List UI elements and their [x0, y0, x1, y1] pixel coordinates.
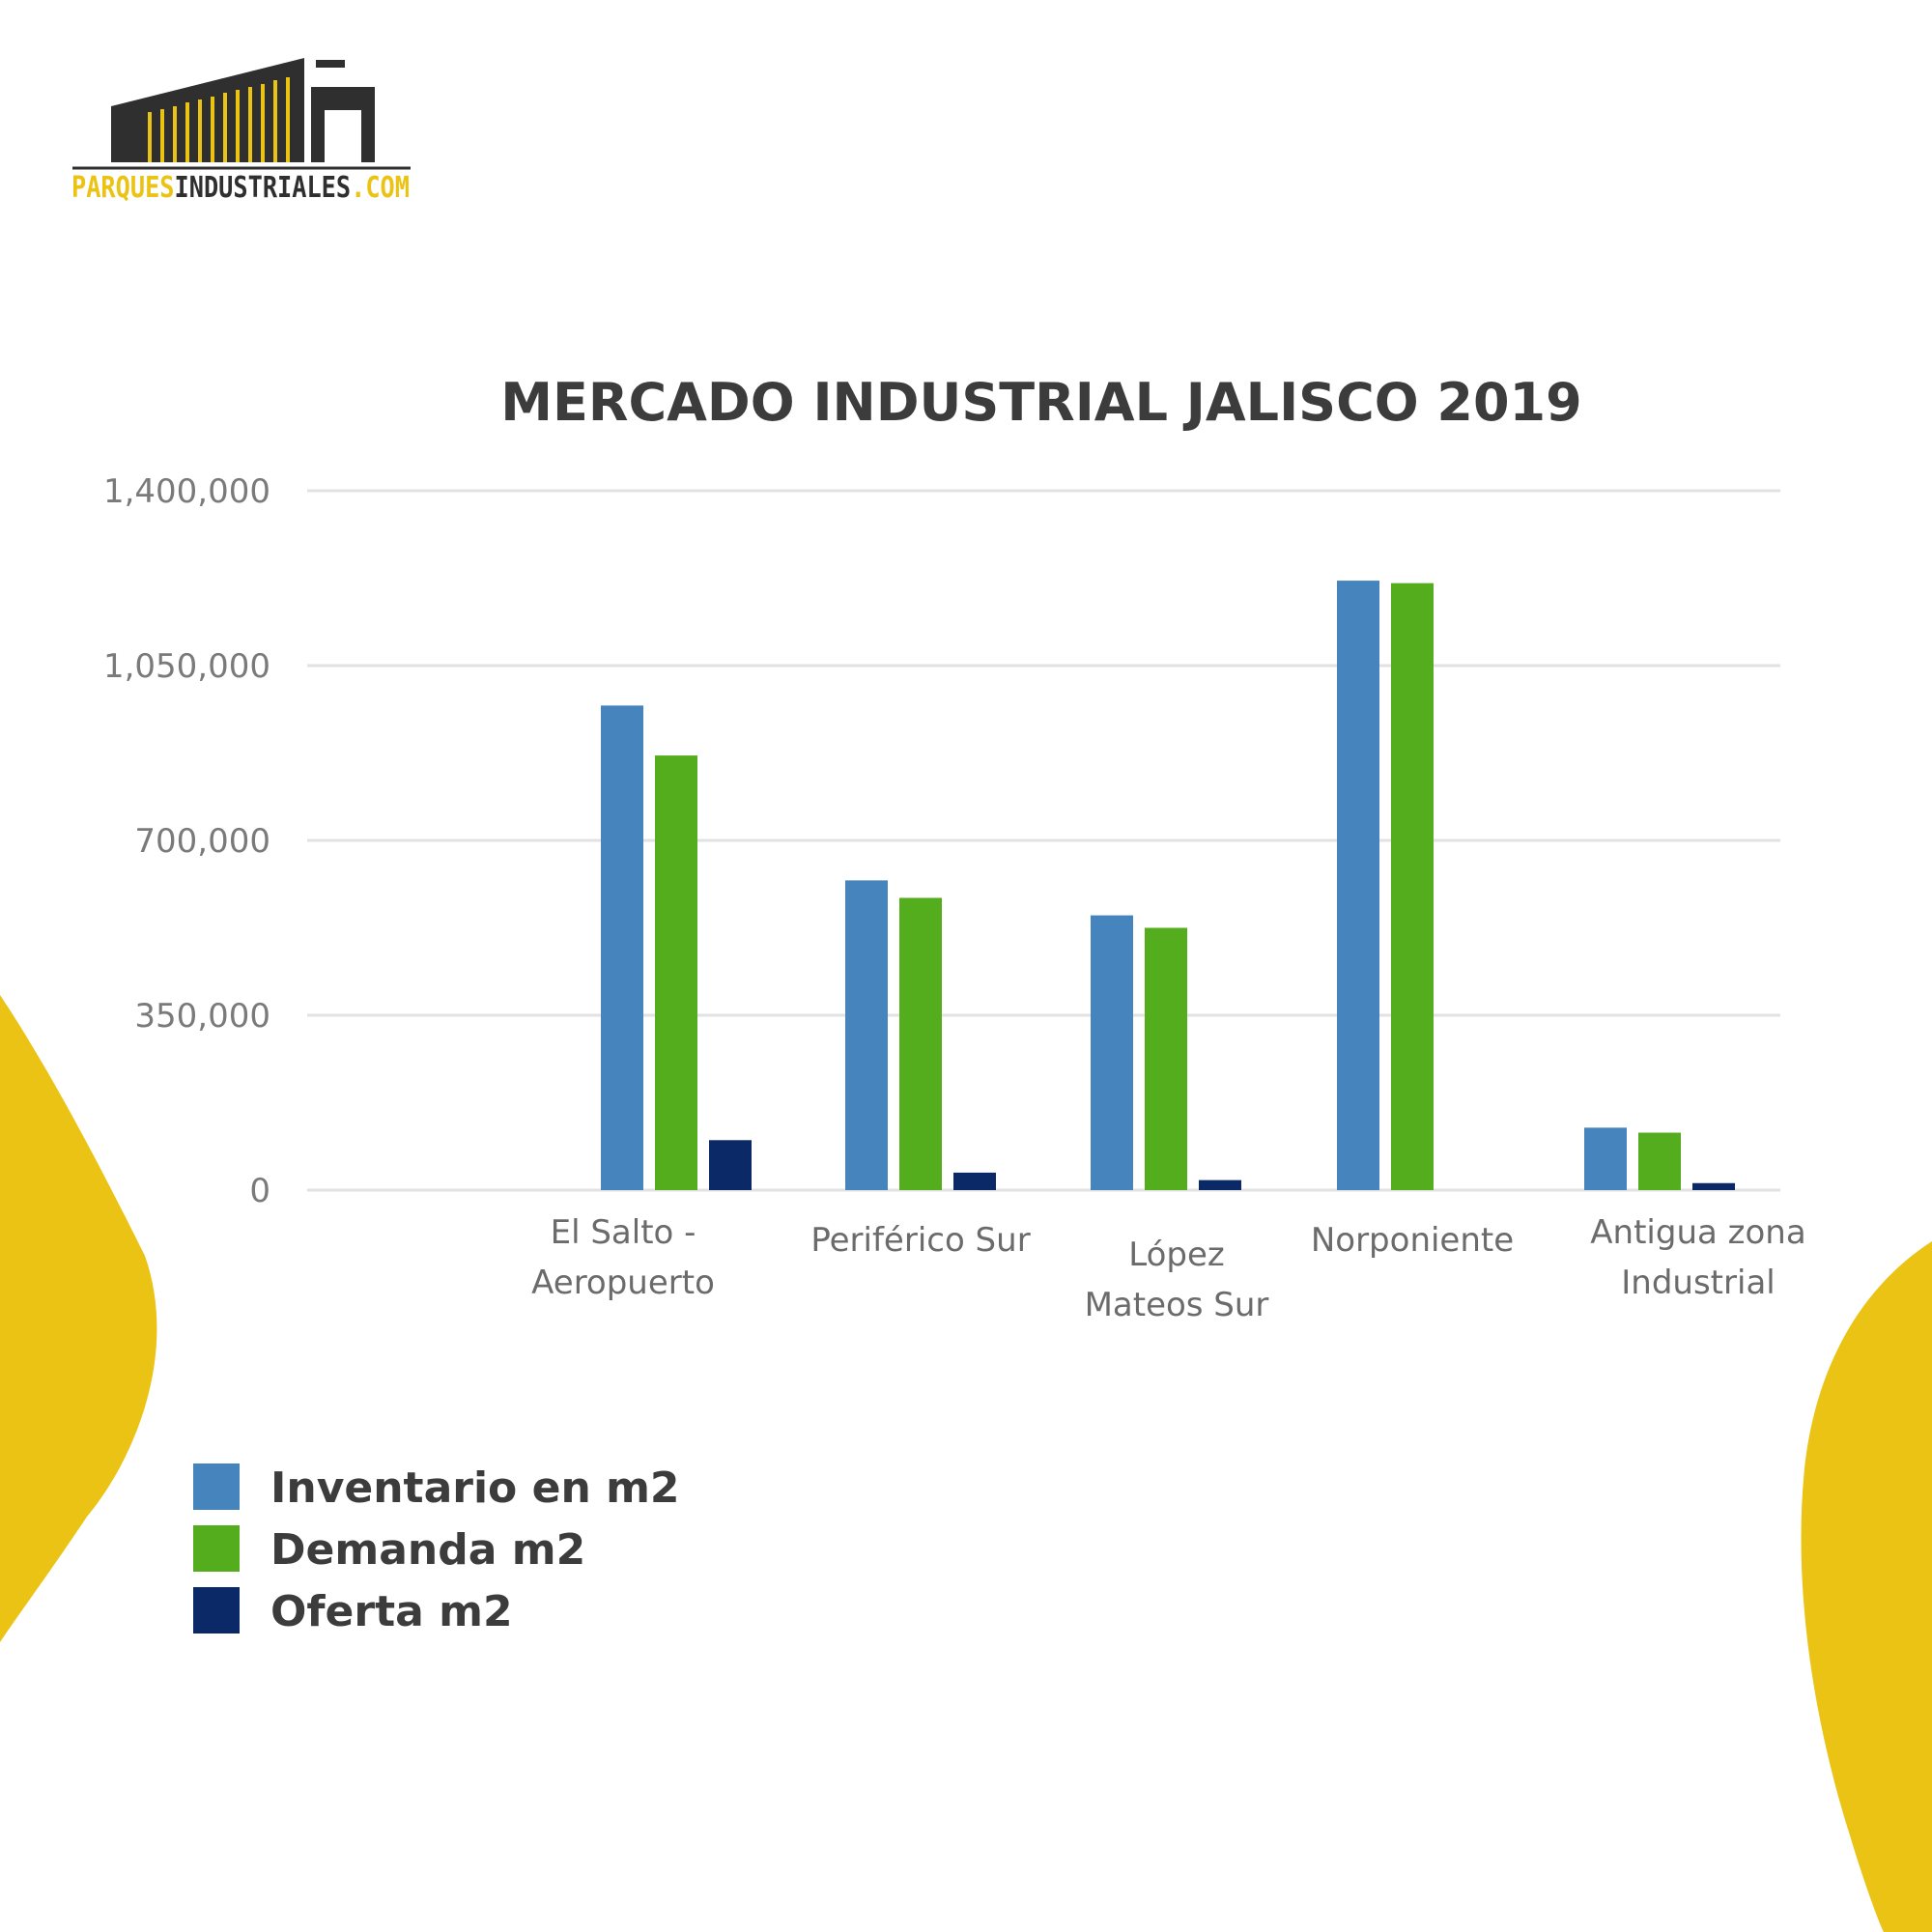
legend: Inventario en m2 Demanda m2 Oferta m2: [193, 1463, 680, 1636]
bar: [1391, 582, 1434, 1190]
x-category-label: Periférico Sur: [810, 1221, 1030, 1260]
bar: [845, 880, 888, 1190]
grid-lines: [307, 489, 1780, 1192]
logo-building-stripes: [148, 77, 290, 162]
y-tick-label: 1,050,000: [103, 647, 270, 686]
x-category-label: Industrial: [1621, 1264, 1775, 1302]
y-tick-label: 350,000: [134, 997, 270, 1036]
right-yellow-blob: [1801, 1241, 1932, 1932]
parquesindustriales-logo: PARQUESINDUSTRIALES.COM: [71, 58, 411, 203]
chart-title: MERCADO INDUSTRIAL JALISCO 2019: [500, 372, 1581, 433]
legend-swatch: [193, 1463, 240, 1510]
y-tick-label: 0: [249, 1172, 270, 1210]
bar: [1091, 915, 1133, 1190]
legend-label: Inventario en m2: [270, 1463, 680, 1513]
bar: [899, 897, 942, 1190]
bar: [1692, 1182, 1735, 1190]
bar: [601, 705, 643, 1190]
logo-door-icon: [311, 87, 375, 162]
x-category-label: Norponiente: [1311, 1221, 1514, 1260]
logo-building-icon: [111, 58, 304, 162]
bar: [1145, 927, 1187, 1190]
y-tick-label: 700,000: [134, 822, 270, 861]
y-axis-ticks: 0 350,000 700,000 1,050,000 1,400,000: [103, 472, 270, 1210]
x-category-label: López: [1128, 1236, 1225, 1274]
logo-roof-mark: [316, 60, 345, 68]
x-axis-categories: El Salto - Aeropuerto Periférico Sur López M…: [531, 1213, 1806, 1324]
legend-swatch: [193, 1587, 240, 1634]
x-category-label: Mateos Sur: [1085, 1286, 1269, 1324]
y-tick-label: 1,400,000: [103, 472, 270, 511]
bar: [953, 1172, 996, 1190]
legend-swatch: [193, 1525, 240, 1572]
bar: [709, 1140, 752, 1190]
legend-label: Oferta m2: [270, 1587, 513, 1636]
left-yellow-blob: [0, 995, 157, 1642]
logo-wordmark: PARQUESINDUSTRIALES.COM: [71, 171, 410, 203]
bar: [1584, 1127, 1627, 1190]
bars: [601, 581, 1735, 1190]
bar: [1337, 581, 1379, 1190]
x-category-label: Antigua zona: [1590, 1213, 1805, 1252]
legend-label: Demanda m2: [270, 1525, 585, 1575]
x-category-label: El Salto -: [551, 1213, 696, 1252]
bar: [1199, 1179, 1241, 1190]
x-category-label: Aeropuerto: [531, 1264, 715, 1302]
bar: [655, 755, 697, 1190]
bar: [1638, 1132, 1681, 1190]
